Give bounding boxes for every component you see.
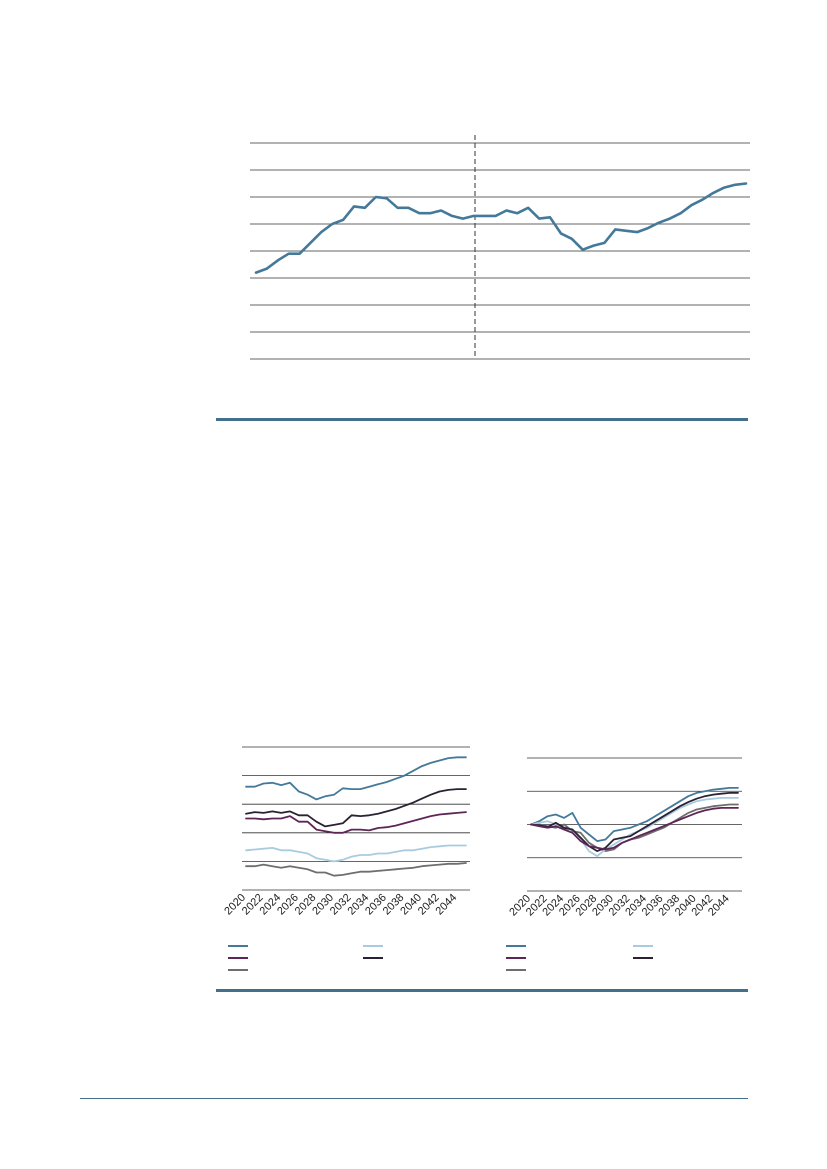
series-line-5 — [245, 862, 467, 877]
section-rule-top — [216, 418, 748, 421]
series-line-3 — [245, 811, 467, 834]
series-line-1 — [530, 787, 739, 842]
series-line-1 — [254, 182, 748, 274]
series-line-2 — [245, 788, 467, 828]
section-rule-bottom — [216, 989, 748, 992]
series-line-4 — [530, 792, 739, 852]
footer-rule — [80, 1098, 748, 1099]
series-line-5 — [530, 807, 739, 851]
series-line-1 — [245, 756, 467, 801]
series-line-4 — [245, 844, 467, 863]
